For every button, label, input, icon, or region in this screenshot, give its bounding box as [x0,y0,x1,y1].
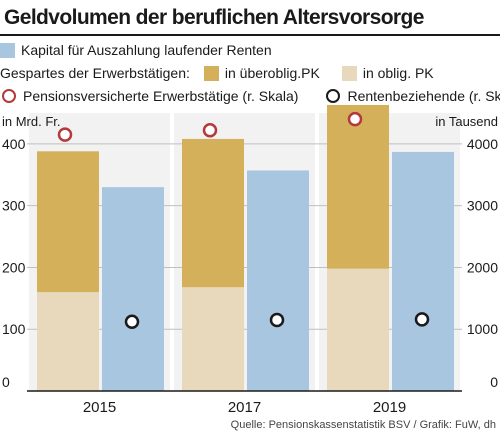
legend-marker-rentenbeziehende [326,89,341,103]
legend-swatch-ueberoblig [203,65,219,81]
legend-row-gespartes: Gespartes der Erwerbstätigen: in überobl… [0,63,434,83]
legend-row-markers: Pensionsversicherte Erwerbstätige (r. Sk… [0,86,500,106]
bar-ueberoblig-2019 [327,104,389,269]
right-axis-label: in Tausend [435,114,498,129]
marker-rentenbeziehende-2017 [269,312,285,328]
chart-title: Geldvolumen der beruflichen Altersvorsor… [4,6,424,29]
legend-label-rentenbeziehende: Rentenbeziehende (r. Skala) [347,88,500,104]
marker-pensionsversicherte-2019 [347,111,363,127]
bar-kapital-2015 [102,187,164,391]
left-tick-label-0: 0 [2,374,10,390]
left-axis-label: in Mrd. Fr. [2,114,61,129]
right-tick-label-0: 0 [490,374,498,390]
bar-oblig-2015 [37,292,99,391]
bar-oblig-2017 [182,287,244,391]
bar-oblig-2019 [327,268,389,391]
left-tick-label-200: 200 [2,259,26,275]
legend-swatch-kapital [0,42,15,58]
right-tick-label-1000: 1000 [467,321,498,337]
x-tick-label-2015: 2015 [83,399,116,416]
legend-label-oblig: in oblig. PK [362,65,434,81]
left-tick-label-400: 400 [2,136,26,152]
legend-label-pensionsversicherte: Pensionsversicherte Erwerbstätige (r. Sk… [23,88,299,104]
right-tick-label-3000: 3000 [467,198,498,214]
legend-label-gespartes: Gespartes der Erwerbstätigen: [0,65,190,81]
legend-row-kapital: Kapital für Auszahlung laufender Renten [0,40,272,60]
marker-pensionsversicherte-2015 [57,127,73,142]
bar-kapital-2019 [392,151,454,391]
legend-swatch-oblig [341,65,357,81]
title-rule [0,34,500,36]
marker-rentenbeziehende-2019 [414,312,430,327]
bar-ueberoblig-2015 [37,151,99,293]
right-tick-label-2000: 2000 [467,259,498,275]
legend-label-ueberoblig: in überoblig.PK [224,65,320,81]
right-tick-label-4000: 4000 [467,136,498,152]
x-tick-label-2019: 2019 [373,399,406,416]
x-tick-label-2017: 2017 [228,399,261,416]
bar-ueberoblig-2017 [182,138,244,288]
left-tick-label-300: 300 [2,198,26,214]
source-note: Quelle: Pensionskassenstatistik BSV / Gr… [230,419,496,431]
left-tick-label-100: 100 [2,321,26,337]
marker-pensionsversicherte-2017 [202,123,218,138]
bar-kapital-2017 [247,170,309,391]
legend-marker-pensionsversicherte [2,89,16,103]
legend-label-kapital: Kapital für Auszahlung laufender Renten [21,42,272,58]
marker-rentenbeziehende-2015 [124,314,140,330]
